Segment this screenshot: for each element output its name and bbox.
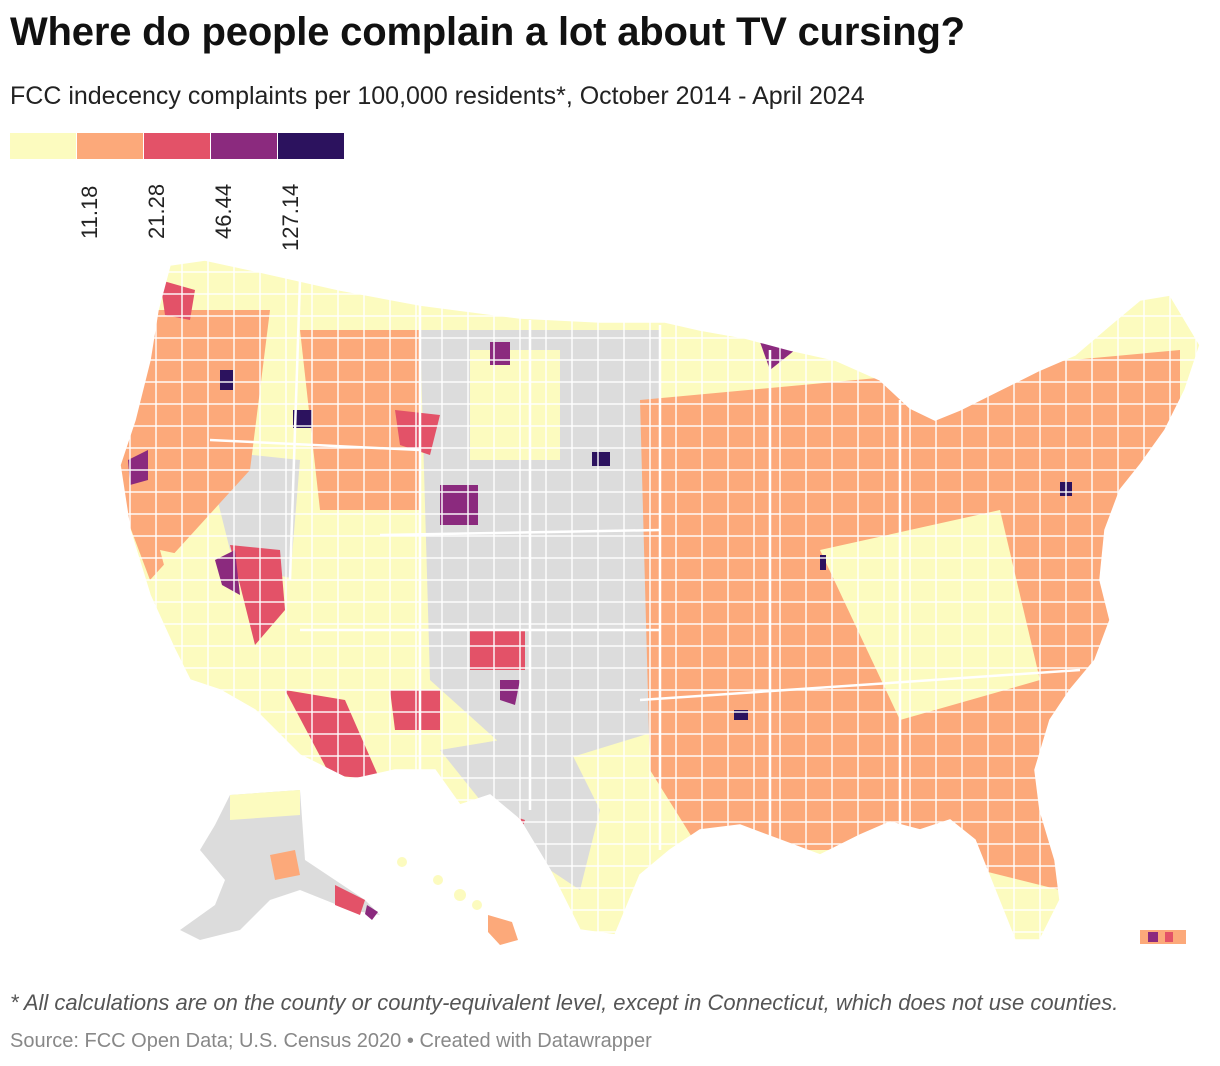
hawaii-island-1[interactable] bbox=[397, 857, 407, 867]
chart-title: Where do people complain a lot about TV … bbox=[10, 10, 965, 54]
puerto-rico-base[interactable] bbox=[1140, 930, 1186, 944]
source-text: Source: FCC Open Data; U.S. Census 2020 bbox=[10, 1030, 402, 1052]
footnote: * All calculations are on the county or … bbox=[10, 990, 1119, 1015]
source-separator: • bbox=[401, 1030, 420, 1052]
alaska-southeast-red bbox=[335, 885, 365, 915]
hawaii-island-4[interactable] bbox=[472, 900, 482, 910]
choropleth-map[interactable] bbox=[0, 250, 1220, 950]
legend-bar bbox=[10, 133, 350, 159]
hawaii-big-island[interactable] bbox=[488, 915, 518, 945]
legend-swatch-4 bbox=[211, 133, 277, 159]
chart-subtitle: FCC indecency complaints per 100,000 res… bbox=[10, 82, 865, 110]
puerto-rico[interactable] bbox=[1140, 930, 1186, 944]
hawaii-island-2[interactable] bbox=[433, 875, 443, 885]
state-borders bbox=[209, 279, 1081, 850]
legend-tick-2: 21.28 bbox=[144, 183, 169, 239]
legend-tick-3: 46.44 bbox=[211, 183, 236, 239]
legend-swatch-5 bbox=[278, 133, 344, 159]
legend-swatch-2 bbox=[77, 133, 143, 159]
source-line: Source: FCC Open Data; U.S. Census 2020 … bbox=[10, 1030, 652, 1053]
alaska-southeast-purple bbox=[365, 905, 378, 920]
puerto-rico-purple bbox=[1148, 932, 1158, 942]
legend-swatch-3 bbox=[144, 133, 210, 159]
contiguous-us-outline bbox=[119, 259, 1201, 941]
legend-swatch-1 bbox=[10, 133, 76, 159]
alaska-south-orange bbox=[270, 850, 300, 880]
credit-link[interactable]: Created with Datawrapper bbox=[419, 1030, 652, 1052]
hawaii[interactable] bbox=[397, 857, 518, 945]
puerto-rico-red bbox=[1165, 932, 1173, 942]
alaska[interactable] bbox=[180, 790, 380, 940]
alaska-north-yellow bbox=[230, 790, 300, 820]
legend-tick-1: 11.18 bbox=[77, 185, 102, 239]
hawaii-island-3[interactable] bbox=[454, 889, 466, 901]
color-legend: 11.18 21.28 46.44 127.14 bbox=[10, 133, 350, 251]
legend-tick-4: 127.14 bbox=[278, 183, 303, 251]
